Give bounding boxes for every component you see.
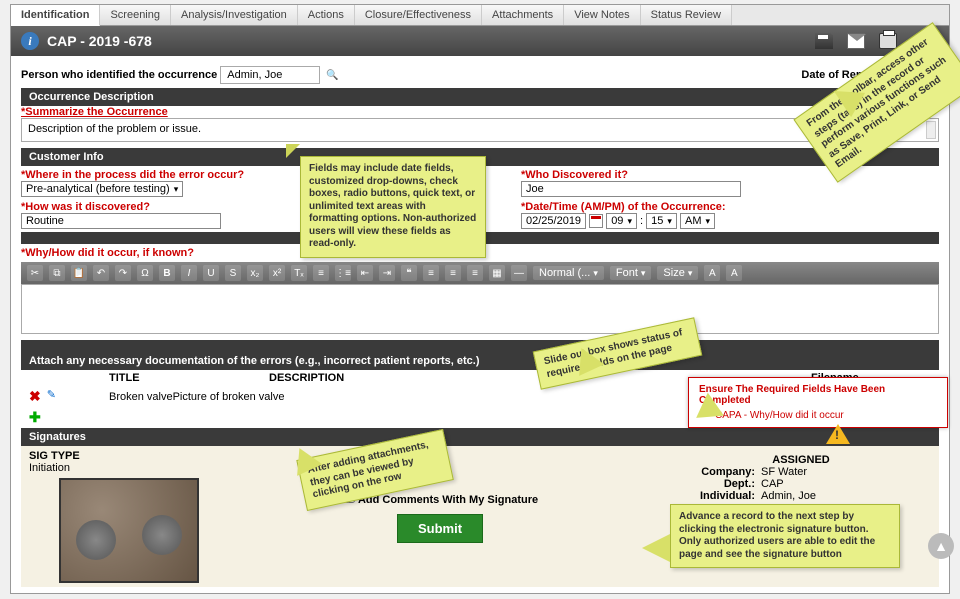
tb-indent-icon[interactable]: ⇥: [379, 265, 395, 281]
scrollbar[interactable]: [926, 121, 936, 139]
who-label: *Who Discovered it?: [521, 169, 741, 181]
tab-actions[interactable]: Actions: [298, 5, 355, 25]
tb-table-icon[interactable]: ▦: [489, 265, 505, 281]
signatures-header: Signatures: [21, 428, 939, 446]
where-label: *Where in the process did the error occu…: [21, 169, 291, 181]
delete-icon[interactable]: ✖: [29, 388, 41, 405]
tb-font-select[interactable]: Font▾: [610, 266, 652, 280]
minute-select[interactable]: 15▾: [646, 213, 677, 229]
dept-value: CAP: [761, 478, 784, 490]
tb-italic-icon[interactable]: I: [181, 265, 197, 281]
tab-analysis[interactable]: Analysis/Investigation: [171, 5, 298, 25]
add-comments-label: Add Comments With My Signature: [358, 494, 538, 506]
how-input[interactable]: Routine: [21, 213, 221, 229]
individual-value: Admin, Joe: [761, 490, 816, 502]
add-attachment-icon[interactable]: ✚: [29, 409, 41, 426]
tb-center-icon[interactable]: ≡: [445, 265, 461, 281]
tb-size-select[interactable]: Size▾: [657, 266, 698, 280]
submit-button[interactable]: Submit: [397, 514, 483, 543]
where-select[interactable]: Pre-analytical (before testing)▾: [21, 181, 183, 197]
sig-type-header: SIG TYPE: [29, 450, 209, 462]
attachment-image[interactable]: [59, 478, 199, 583]
tb-omega-icon[interactable]: Ω: [137, 265, 153, 281]
tab-attachments[interactable]: Attachments: [482, 5, 564, 25]
company-label: Company:: [671, 466, 761, 478]
tb-redo-icon[interactable]: ↷: [115, 265, 131, 281]
occurrence-header: Occurrence Description: [21, 88, 939, 106]
summarize-text: Description of the problem or issue.: [28, 123, 201, 135]
email-icon[interactable]: [847, 33, 865, 49]
tb-ul-icon[interactable]: ⋮≡: [335, 265, 351, 281]
warning-icon[interactable]: [826, 424, 850, 444]
editor-toolbar: ✂ ⧉ 📋 ↶ ↷ Ω B I U S x₂ x² Tₓ ≡ ⋮≡ ⇤ ⇥ ❝ …: [21, 262, 939, 284]
required-fields-popup: Ensure The Required Fields Have Been Com…: [688, 377, 948, 428]
tb-sup-icon[interactable]: x²: [269, 265, 285, 281]
info-icon[interactable]: i: [21, 32, 39, 50]
tb-left-icon[interactable]: ≡: [423, 265, 439, 281]
required-title: Ensure The Required Fields Have Been Com…: [699, 384, 937, 406]
record-title: CAP - 2019 -678: [47, 33, 152, 49]
tb-format-select[interactable]: Normal (...▾: [533, 266, 604, 280]
tab-identification[interactable]: Identification: [11, 5, 100, 26]
dt-label: *Date/Time (AM/PM) of the Occurrence:: [521, 201, 741, 213]
person-label: Person who identified the occurrence: [21, 69, 217, 81]
print-icon[interactable]: [879, 33, 897, 49]
tb-underline-icon[interactable]: U: [203, 265, 219, 281]
save-icon[interactable]: [815, 33, 833, 49]
attach-title: Broken valve: [109, 391, 173, 403]
tb-undo-icon[interactable]: ↶: [93, 265, 109, 281]
edit-icon[interactable]: ✎: [47, 388, 56, 405]
date-input[interactable]: 02/25/2019: [521, 213, 586, 229]
how-label: *How was it discovered?: [21, 201, 291, 213]
callout-fields: Fields may include date fields, customiz…: [300, 156, 486, 258]
tb-ol-icon[interactable]: ≡: [313, 265, 329, 281]
dept-label: Dept.:: [671, 478, 761, 490]
tab-statusreview[interactable]: Status Review: [641, 5, 732, 25]
tb-quote-icon[interactable]: ❝: [401, 265, 417, 281]
tab-viewnotes[interactable]: View Notes: [564, 5, 640, 25]
tb-cut-icon[interactable]: ✂: [27, 265, 43, 281]
attach-desc: Picture of broken valve: [173, 391, 285, 403]
individual-label: Individual:: [671, 490, 761, 502]
why-editor[interactable]: [21, 284, 939, 334]
tb-hr-icon[interactable]: —: [511, 265, 527, 281]
record-header: i CAP - 2019 -678: [11, 26, 949, 56]
assigned-header: ASSIGNED: [671, 454, 931, 466]
sig-type-value: Initiation: [29, 462, 209, 474]
hour-select[interactable]: 09▾: [606, 213, 637, 229]
tb-clear-icon[interactable]: Tₓ: [291, 265, 307, 281]
tb-bold-icon[interactable]: B: [159, 265, 175, 281]
tab-bar: Identification Screening Analysis/Invest…: [11, 5, 949, 26]
tb-color-icon[interactable]: A: [704, 265, 720, 281]
tb-copy-icon[interactable]: ⧉: [49, 265, 65, 281]
scroll-top-button[interactable]: ▲: [928, 533, 954, 559]
calendar-icon[interactable]: [589, 214, 603, 228]
tab-screening[interactable]: Screening: [100, 5, 171, 25]
who-input[interactable]: Joe: [521, 181, 741, 197]
tb-paste-icon[interactable]: 📋: [71, 265, 87, 281]
tb-outdent-icon[interactable]: ⇤: [357, 265, 373, 281]
tb-bgcolor-icon[interactable]: A: [726, 265, 742, 281]
callout-signature: Advance a record to the next step by cli…: [670, 504, 900, 568]
ampm-select[interactable]: AM▾: [680, 213, 715, 229]
search-icon[interactable]: 🔍: [326, 70, 338, 81]
tab-closure[interactable]: Closure/Effectiveness: [355, 5, 482, 25]
company-value: SF Water: [761, 466, 807, 478]
arrow-icon: [642, 534, 670, 562]
tb-sub-icon[interactable]: x₂: [247, 265, 263, 281]
required-item: CAPA - Why/How did it occur: [715, 410, 937, 421]
person-field[interactable]: Admin, Joe: [220, 66, 320, 84]
tb-strike-icon[interactable]: S: [225, 265, 241, 281]
tb-right-icon[interactable]: ≡: [467, 265, 483, 281]
attach-header: Attach any necessary documentation of th…: [21, 352, 939, 370]
